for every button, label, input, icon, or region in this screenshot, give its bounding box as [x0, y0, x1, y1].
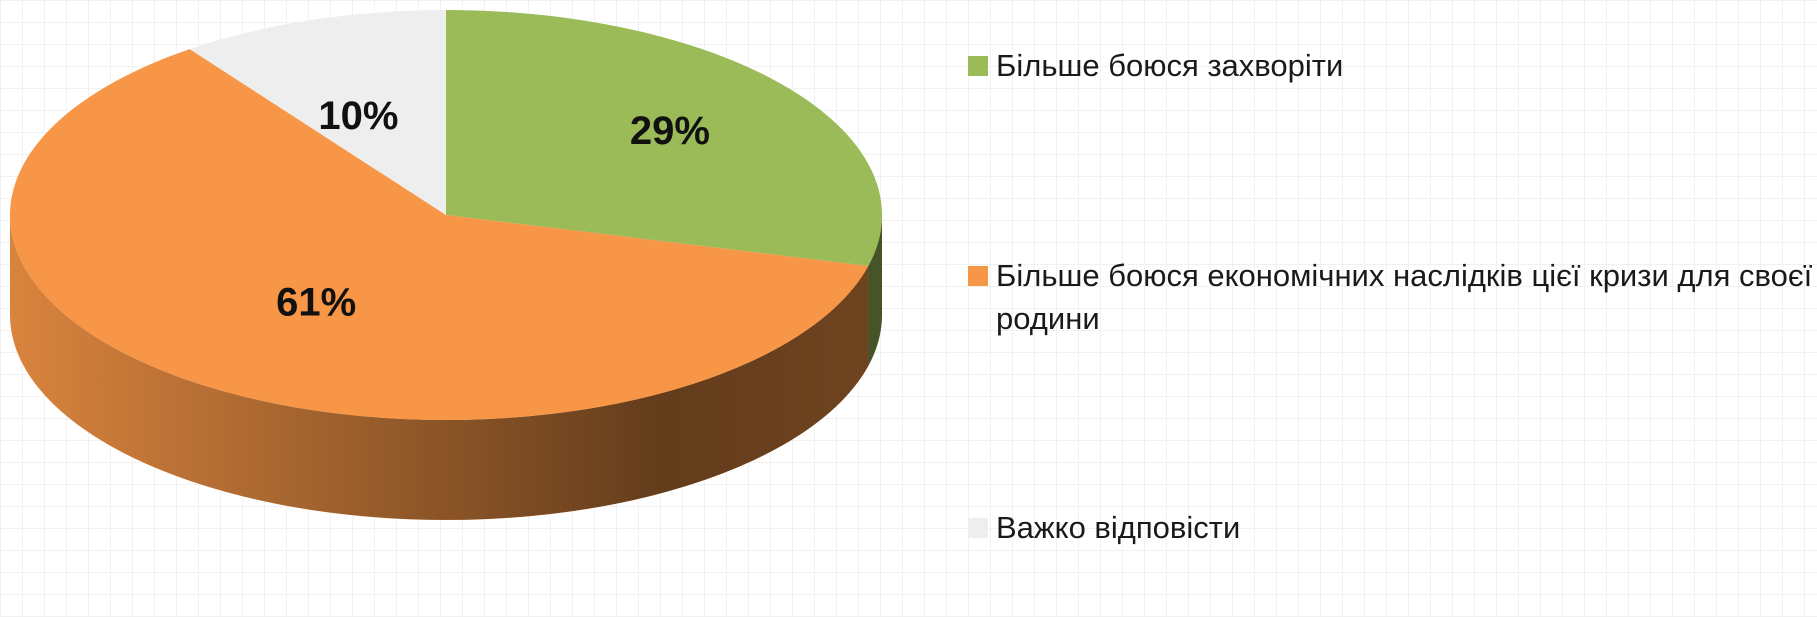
data-label: 61% [276, 280, 356, 324]
legend-swatch [968, 265, 988, 286]
pie-slice [189, 10, 446, 215]
data-label: 29% [630, 109, 710, 153]
legend-label: Більше боюся економічних наслідків цієї … [996, 257, 1813, 336]
legend-label: Більше боюся захворіти [996, 48, 1344, 83]
legend-item: Більше боюся захворіти [968, 44, 1813, 87]
pie-shade [10, 215, 882, 520]
legend-swatch [968, 56, 988, 76]
data-label: 10% [318, 94, 398, 138]
legend: Більше боюся захворіти Більше боюся еконо… [968, 44, 1813, 549]
pie-slice [9, 49, 869, 420]
legend-swatch [968, 518, 988, 538]
pie-slice [446, 10, 882, 266]
legend-item: Важко відповісти [968, 506, 1813, 549]
legend-label: Важко відповісти [996, 510, 1241, 545]
legend-item: Більше боюся економічних наслідків цієї … [968, 254, 1813, 340]
